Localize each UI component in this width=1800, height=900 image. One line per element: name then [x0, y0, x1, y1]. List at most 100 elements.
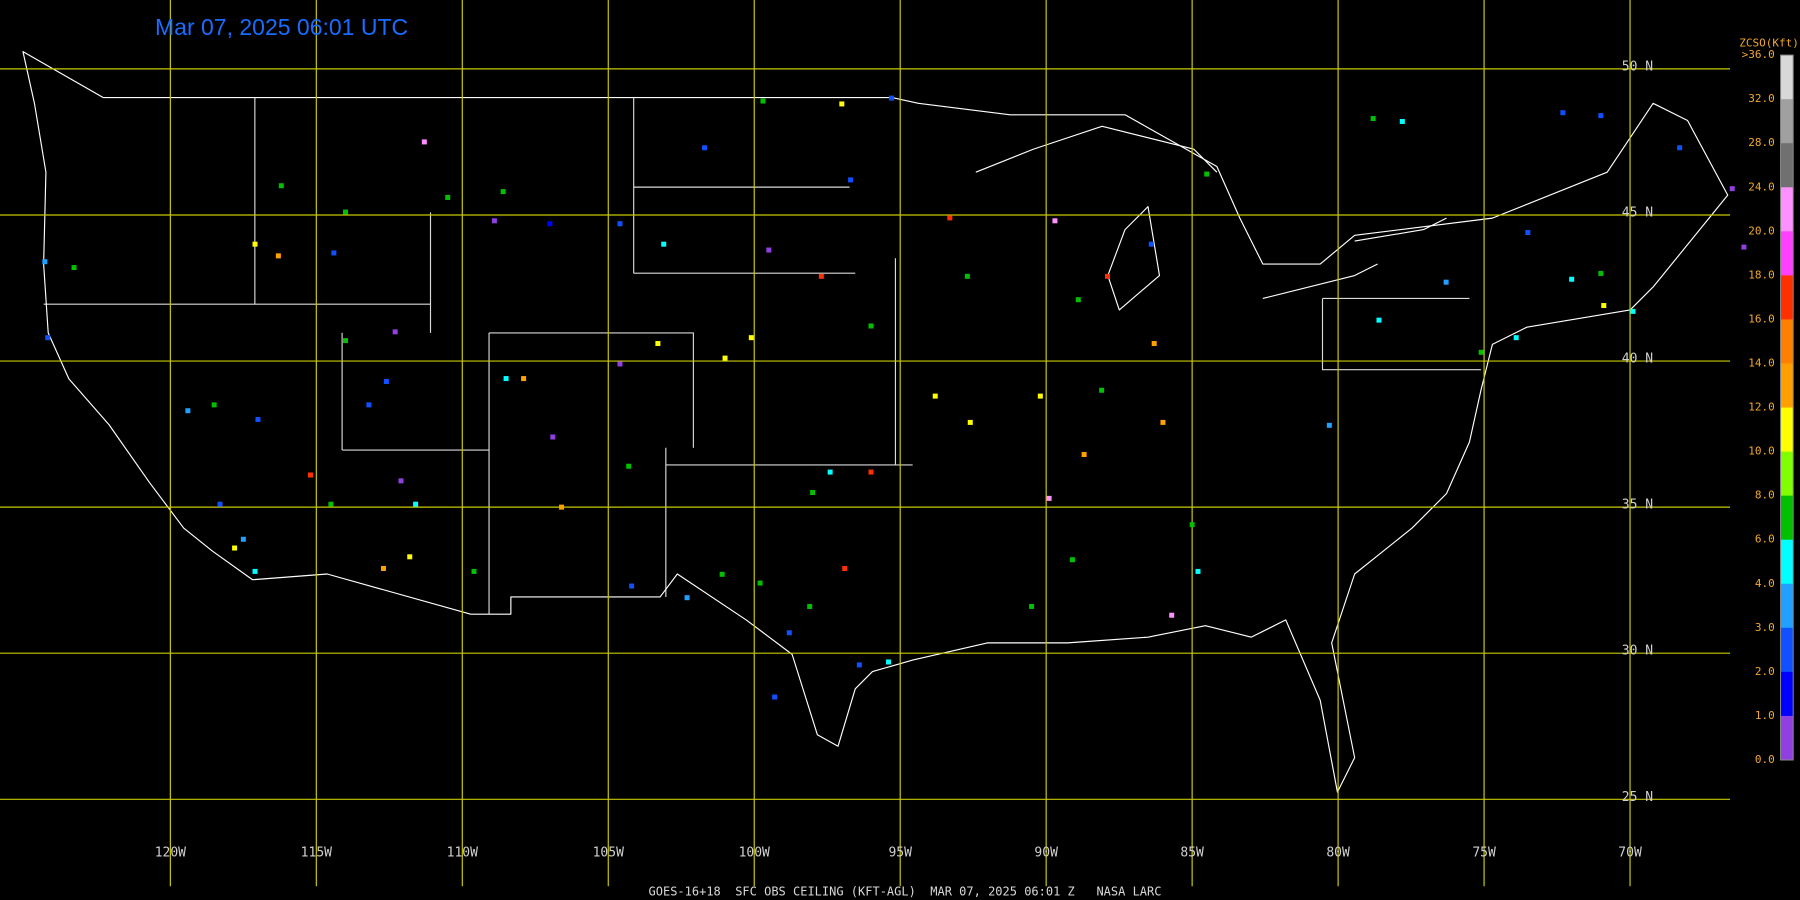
- station-dot: [848, 177, 854, 183]
- station-dot: [550, 434, 556, 440]
- station-dot: [211, 402, 217, 408]
- station-dot: [42, 259, 48, 265]
- lon-label: 70W: [1618, 845, 1642, 860]
- station-dot: [407, 554, 413, 560]
- station-dot: [886, 659, 892, 665]
- colorbar-label: >36.0: [1742, 48, 1775, 61]
- colorbar-label: 24.0: [1748, 180, 1775, 193]
- station-dot: [810, 490, 816, 496]
- station-dot: [1399, 118, 1405, 124]
- station-dot: [818, 273, 824, 279]
- station-dot: [661, 241, 667, 247]
- colorbar-title: ZCSO(Kft): [1739, 37, 1799, 50]
- lat-label: 25 N: [1622, 790, 1653, 805]
- colorbar-segment: [1780, 363, 1794, 409]
- station-dot: [842, 565, 848, 571]
- station-dot: [868, 323, 874, 329]
- station-dot: [772, 694, 778, 700]
- station-dot: [1148, 241, 1154, 247]
- lat-label: 50 N: [1622, 59, 1653, 74]
- colorbar-label: 18.0: [1748, 268, 1775, 281]
- colorbar-label: 3.0: [1755, 621, 1775, 634]
- colorbar: ZCSO(Kft)>36.0 32.0 28.0 24.0 20.0 18.0 16.0 14…: [1739, 37, 1799, 766]
- station-dot: [1729, 186, 1735, 192]
- observations: [42, 95, 1747, 700]
- colorbar-label: 14.0: [1748, 356, 1775, 369]
- station-dot: [947, 215, 953, 221]
- station-dot: [1370, 116, 1376, 122]
- station-dot: [1151, 341, 1157, 347]
- station-dot: [383, 378, 389, 384]
- station-dot: [185, 408, 191, 414]
- lon-label: 95W: [888, 845, 912, 860]
- station-dot: [684, 595, 690, 601]
- station-dot: [1081, 452, 1087, 458]
- station-dot: [827, 469, 833, 475]
- station-dot: [1601, 303, 1607, 309]
- colorbar-segment: [1780, 231, 1794, 276]
- map-outline-group: [22, 51, 1729, 793]
- colorbar-segment: [1780, 451, 1794, 497]
- colorbar-segment: [1780, 55, 1794, 100]
- station-dot: [413, 501, 419, 507]
- station-dot: [500, 189, 506, 195]
- station-dot: [757, 580, 763, 586]
- station-dot: [760, 98, 766, 104]
- station-dot: [1598, 113, 1604, 119]
- colorbar-segment: [1780, 99, 1794, 144]
- station-dot: [702, 145, 708, 151]
- station-dot: [328, 501, 334, 507]
- station-dot: [1046, 495, 1052, 501]
- lat-label: 45 N: [1622, 205, 1653, 220]
- station-dot: [629, 583, 635, 589]
- colorbar-label: 1.0: [1755, 709, 1775, 722]
- station-dot: [1204, 171, 1210, 177]
- station-dot: [1513, 335, 1519, 341]
- station-dot: [1037, 393, 1043, 399]
- lon-label: 80W: [1326, 845, 1350, 860]
- colorbar-label: 0.0: [1755, 753, 1775, 766]
- station-dot: [839, 101, 845, 107]
- station-dot: [471, 568, 477, 574]
- lon-label: 105W: [593, 845, 624, 860]
- colorbar-segment: [1780, 495, 1794, 541]
- station-dot: [1104, 273, 1110, 279]
- station-dot: [445, 194, 451, 200]
- station-dot: [967, 419, 973, 425]
- station-dot: [1569, 276, 1575, 282]
- colorbar-label: 6.0: [1755, 533, 1775, 546]
- station-dot: [275, 253, 281, 259]
- station-dot: [1052, 218, 1058, 224]
- station-dot: [392, 329, 398, 335]
- station-dot: [380, 565, 386, 571]
- colorbar-segment: [1780, 583, 1794, 629]
- colorbar-segment: [1780, 275, 1794, 320]
- station-dot: [1525, 229, 1531, 235]
- state-lines: [43, 97, 1481, 615]
- station-dot: [807, 603, 813, 609]
- lon-label: 100W: [739, 845, 770, 860]
- colorbar-label: 20.0: [1748, 224, 1775, 237]
- lon-label: 90W: [1034, 845, 1058, 860]
- station-dot: [398, 478, 404, 484]
- station-dot: [45, 335, 51, 341]
- station-dot: [421, 139, 427, 145]
- colorbar-label: 8.0: [1755, 489, 1775, 502]
- station-dot: [932, 393, 938, 399]
- station-dot: [1189, 522, 1195, 528]
- station-dot: [655, 341, 661, 347]
- station-dot: [521, 376, 527, 382]
- station-dot: [1478, 349, 1484, 355]
- map-outline: [22, 51, 1729, 793]
- station-dot: [888, 95, 894, 101]
- station-dot: [1376, 317, 1382, 323]
- station-dot: [331, 250, 337, 256]
- station-dot: [1677, 145, 1683, 151]
- station-dot: [252, 241, 258, 247]
- colorbar-label: 16.0: [1748, 312, 1775, 325]
- colorbar-segment: [1780, 187, 1794, 232]
- colorbar-segment: [1780, 319, 1794, 364]
- colorbar-segment: [1780, 627, 1794, 673]
